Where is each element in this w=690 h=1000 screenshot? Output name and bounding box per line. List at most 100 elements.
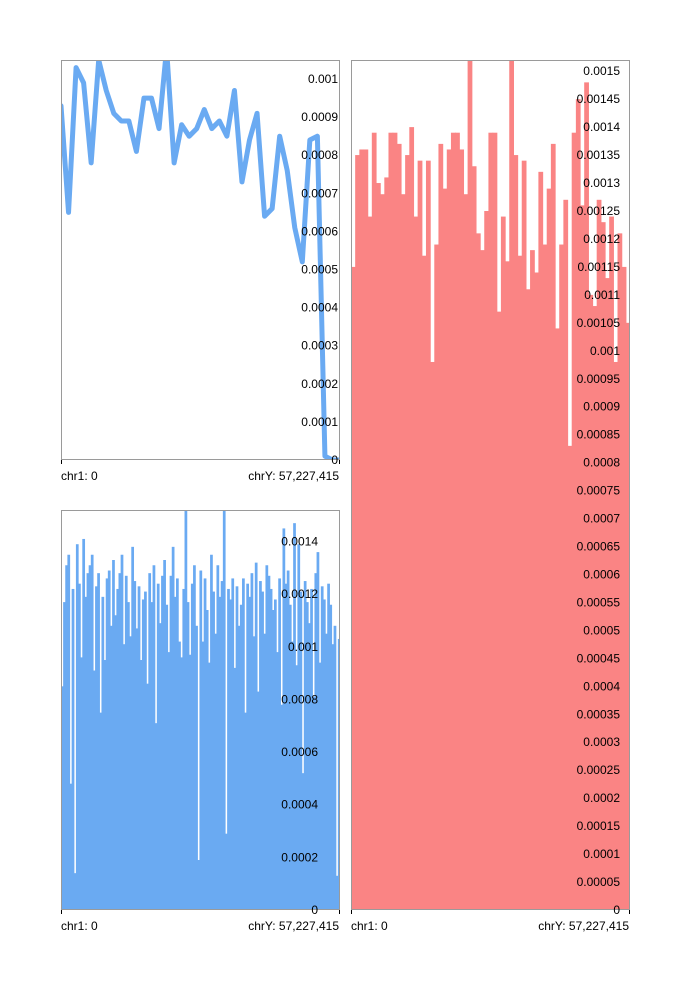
plot-frame: [61, 510, 340, 910]
y-tick-label: 0.0013: [583, 176, 620, 190]
bar: [259, 581, 262, 910]
y-tick-label: 0.0004: [583, 679, 620, 693]
bar: [496, 311, 502, 910]
y-tick-label: 0.0008: [301, 148, 338, 162]
bar: [252, 636, 256, 910]
bar: [592, 306, 598, 910]
bar: [112, 560, 115, 910]
y-tick-label: 0.00055: [577, 595, 621, 609]
bar: [71, 588, 75, 910]
y-tick-label: 0.00045: [577, 651, 621, 665]
bar: [167, 652, 171, 910]
bar: [621, 266, 627, 910]
y-tick-label: 0.0009: [583, 400, 620, 414]
bar: [295, 665, 298, 910]
bar: [596, 199, 602, 910]
bar: [205, 610, 209, 910]
bar: [318, 662, 322, 910]
bar: [239, 604, 243, 910]
bar: [195, 625, 198, 910]
bar: [609, 216, 614, 910]
bar: [584, 82, 589, 910]
y-tick-label: 0.0003: [583, 735, 620, 749]
bar: [99, 712, 103, 910]
bar: [150, 602, 154, 910]
bar: [301, 773, 305, 910]
bar: [513, 155, 519, 910]
bar: [291, 641, 294, 910]
y-tick-label: 0.0007: [301, 186, 338, 200]
bar: [316, 552, 320, 910]
bar: [455, 132, 460, 910]
bar: [375, 183, 381, 910]
bar: [310, 588, 313, 910]
bar: [484, 210, 490, 910]
bar: [530, 250, 535, 910]
bar: [509, 60, 514, 910]
bar: [293, 523, 296, 910]
bar: [559, 244, 564, 910]
bar: [197, 860, 201, 910]
bar: [246, 583, 250, 910]
y-tick-label: 0.0008: [583, 456, 620, 470]
y-tick-label: 0.0005: [301, 263, 338, 277]
bar: [384, 177, 390, 910]
panel-bottom-left: 0 0.0002 0.0004 0.0006 0.0008 0.001 0.0012 0.00…: [61, 510, 340, 933]
bar: [158, 623, 162, 910]
bar: [203, 578, 207, 910]
plot-frame: [351, 60, 630, 910]
bar: [580, 205, 585, 910]
bar: [109, 625, 113, 910]
bar: [84, 596, 88, 910]
bar: [297, 544, 301, 910]
x-tick-label-end: chrY: 57,227,415: [248, 919, 339, 933]
x-tick-label-end: chrY: 57,227,415: [538, 919, 629, 933]
y-tick-label: 0.0006: [583, 567, 620, 581]
bar: [480, 250, 485, 910]
bar: [521, 160, 527, 910]
y-tick-label: 0.00075: [577, 484, 621, 498]
panel-top-left: 0 0.0001 0.0002 0.0003 0.0004 0.0005 0.0006 0.0…: [61, 60, 340, 483]
bar: [176, 578, 179, 910]
bar: [320, 586, 324, 910]
bar: [288, 604, 292, 910]
bar: [280, 704, 284, 910]
bar: [286, 570, 290, 910]
bar: [600, 222, 606, 910]
bar: [233, 667, 237, 910]
bar: [186, 602, 190, 910]
x-tick-label-start: chr1: 0: [61, 469, 98, 483]
y-tick-label: 0.00015: [577, 819, 621, 833]
bar: [231, 578, 235, 910]
bar: [250, 573, 254, 910]
bar: [222, 510, 226, 910]
bar: [182, 588, 186, 910]
y-tick-label: 0.00115: [578, 260, 621, 274]
bar: [409, 127, 415, 910]
bar: [124, 575, 128, 910]
bar: [492, 132, 498, 910]
y-tick-label: 0: [613, 903, 620, 917]
bar: [67, 554, 71, 910]
bar: [144, 591, 147, 910]
bar: [212, 591, 215, 910]
bar: [367, 216, 373, 910]
marks: [351, 60, 630, 910]
bar: [335, 875, 339, 910]
bar: [75, 544, 79, 910]
bar: [165, 604, 169, 910]
y-tick-label: 0.0002: [301, 377, 338, 391]
bar: [450, 132, 456, 910]
bar: [613, 361, 619, 910]
y-tick-label: 0.0004: [281, 798, 318, 812]
bar: [467, 60, 473, 910]
bar: [542, 244, 548, 910]
bar: [571, 132, 577, 910]
bar: [73, 873, 77, 910]
y-tick-label: 0.00105: [577, 316, 621, 330]
bar: [278, 578, 281, 910]
bar: [242, 578, 245, 910]
bar: [63, 602, 66, 910]
bar: [69, 783, 73, 910]
bar: [269, 588, 273, 910]
